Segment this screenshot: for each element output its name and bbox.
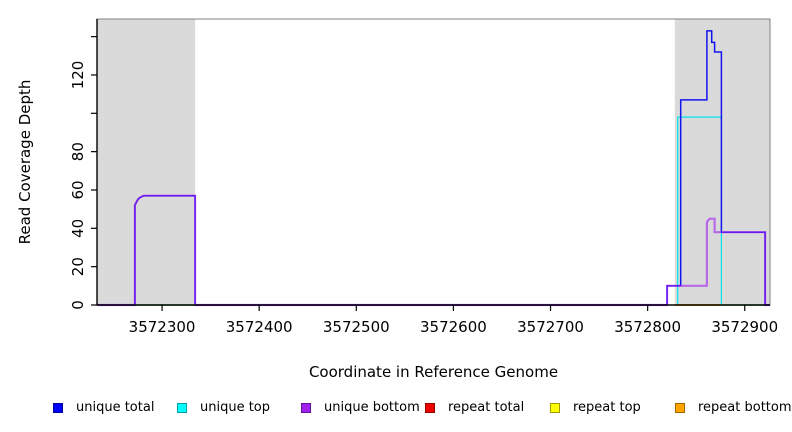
- y-tick-label: 60: [69, 180, 87, 199]
- x-tick-label: 3572600: [420, 318, 487, 336]
- repeat-region-right: [674, 19, 770, 305]
- x-tick-label: 3572800: [614, 318, 681, 336]
- legend-label: repeat bottom: [698, 400, 792, 415]
- x-tick-label: 3572900: [711, 318, 778, 336]
- y-tick-label: 0: [69, 300, 87, 310]
- legend-label: unique top: [200, 400, 271, 415]
- x-tick-label: 3572300: [129, 318, 196, 336]
- legend-label: unique bottom: [324, 400, 420, 415]
- legend-label: unique total: [76, 400, 155, 415]
- legend-item-unique-top: unique top: [177, 398, 270, 418]
- legend-swatch-icon: [550, 403, 560, 413]
- x-tick-label: 3572500: [323, 318, 390, 336]
- series-unique-total: [97, 30, 770, 306]
- y-tick-label: 40: [69, 219, 87, 238]
- y-tick-label: 120: [69, 61, 87, 90]
- legend-item-repeat-total: repeat total: [425, 398, 524, 418]
- legend-item-unique-total: unique total: [53, 398, 154, 418]
- legend-swatch-icon: [53, 403, 63, 413]
- legend-swatch-icon: [301, 403, 311, 413]
- legend: unique total unique top unique bottom repea…: [0, 398, 792, 418]
- legend-label: repeat top: [573, 400, 641, 415]
- legend-swatch-icon: [177, 403, 187, 413]
- legend-swatch-icon: [675, 403, 685, 413]
- legend-item-unique-bottom: unique bottom: [301, 398, 420, 418]
- series-unique-bottom: [97, 194, 770, 307]
- x-tick-label: 3572700: [517, 318, 584, 336]
- y-tick-label: 80: [69, 142, 87, 161]
- y-tick-label: 20: [69, 257, 87, 276]
- legend-item-repeat-top: repeat top: [550, 398, 641, 418]
- legend-label: repeat total: [448, 400, 525, 415]
- legend-swatch-icon: [425, 403, 435, 413]
- plot-box: [96, 18, 771, 306]
- coverage-plot: 3572300 3572400 3572500 3572600 3572700 35728…: [16, 18, 778, 381]
- x-tick-label: 3572400: [226, 318, 293, 336]
- repeat-region-left: [97, 19, 196, 305]
- legend-item-repeat-bottom: repeat bottom: [675, 398, 792, 418]
- x-axis-title: Coordinate in Reference Genome: [309, 363, 558, 381]
- y-axis-title: Read Coverage Depth: [16, 80, 34, 245]
